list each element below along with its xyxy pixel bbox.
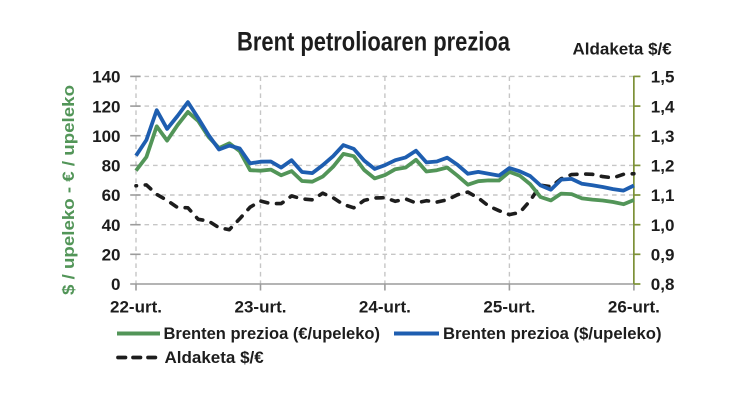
svg-text:Brenten prezioa (€/upeleko): Brenten prezioa (€/upeleko)	[164, 324, 381, 343]
svg-text:80: 80	[102, 157, 121, 176]
svg-text:24-urt.: 24-urt.	[359, 298, 411, 317]
svg-text:Brent petrolioaren prezioa: Brent petrolioaren prezioa	[237, 26, 510, 56]
svg-text:40: 40	[102, 216, 121, 235]
svg-text:1,5: 1,5	[651, 68, 675, 87]
svg-text:100: 100	[92, 127, 120, 146]
svg-text:Aldaketa $/€: Aldaketa $/€	[165, 348, 265, 367]
svg-text:20: 20	[102, 246, 121, 265]
svg-text:1,3: 1,3	[651, 127, 675, 146]
svg-text:0: 0	[111, 275, 120, 294]
svg-text:22-urt.: 22-urt.	[110, 298, 162, 317]
svg-text:1,1: 1,1	[651, 186, 675, 205]
svg-text:25-urt.: 25-urt.	[483, 298, 535, 317]
svg-text:Brenten prezioa ($/upeleko): Brenten prezioa ($/upeleko)	[443, 324, 662, 343]
svg-text:120: 120	[92, 97, 120, 116]
svg-text:140: 140	[92, 68, 120, 87]
svg-text:0,9: 0,9	[651, 246, 675, 265]
svg-text:23-urt.: 23-urt.	[235, 298, 287, 317]
svg-text:Aldaketa $/€: Aldaketa $/€	[573, 40, 673, 59]
svg-text:$ / upeleko - € / upeleko: $ / upeleko - € / upeleko	[59, 85, 78, 295]
svg-text:0,8: 0,8	[651, 275, 675, 294]
svg-text:60: 60	[102, 186, 121, 205]
svg-text:1,2: 1,2	[651, 157, 675, 176]
svg-text:26-urt.: 26-urt.	[608, 298, 660, 317]
svg-text:1,0: 1,0	[651, 216, 675, 235]
svg-text:1,4: 1,4	[651, 97, 675, 116]
